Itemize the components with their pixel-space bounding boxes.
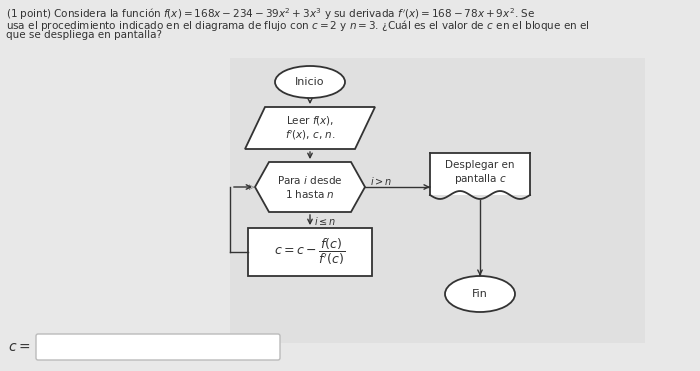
Bar (430, 153, 530, 195)
Text: que se despliega en pantalla?: que se despliega en pantalla? (6, 30, 162, 40)
Bar (248, 228, 372, 276)
Text: Para $i$ desde
1 hasta $n$: Para $i$ desde 1 hasta $n$ (277, 174, 343, 200)
Bar (230, 58, 645, 343)
Text: (1 point) Considera la función $f(x) = 168x - 234 - 39x^2 + 3x^3$ y su derivada : (1 point) Considera la función $f(x) = 1… (6, 6, 535, 22)
Text: Desplegar en
pantalla $c$: Desplegar en pantalla $c$ (445, 160, 514, 186)
Text: Inicio: Inicio (295, 77, 325, 87)
Text: $i > n$: $i > n$ (370, 175, 392, 187)
Text: Leer $f(x)$,
$f'(x)$, $c$, $n$.: Leer $f(x)$, $f'(x)$, $c$, $n$. (285, 114, 335, 142)
Polygon shape (245, 107, 375, 149)
Text: $c = c - \dfrac{f(c)}{f'(c)}$: $c = c - \dfrac{f(c)}{f'(c)}$ (274, 237, 346, 267)
FancyBboxPatch shape (36, 334, 280, 360)
Text: Fin: Fin (472, 289, 488, 299)
Text: $c =$: $c =$ (8, 340, 31, 354)
Polygon shape (255, 162, 365, 212)
Ellipse shape (275, 66, 345, 98)
Ellipse shape (445, 276, 515, 312)
Text: $i \leq n$: $i \leq n$ (314, 215, 336, 227)
Text: usa el procedimiento indicado en el diagrama de flujo con $c = 2$ y $n = 3$. ¿Cu: usa el procedimiento indicado en el diag… (6, 18, 589, 33)
Text: ▷: ▷ (248, 184, 254, 190)
